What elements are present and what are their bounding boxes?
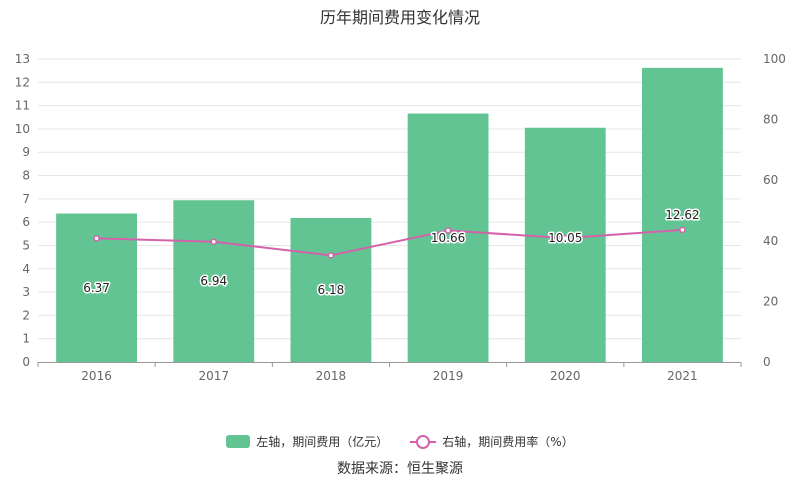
x-tick-label: 2017 bbox=[198, 369, 229, 383]
bar-data-label: 6.18 bbox=[318, 283, 345, 297]
bar bbox=[407, 113, 489, 362]
y-left-tick-label: 6 bbox=[22, 215, 30, 229]
legend-line-label: 右轴，期间费用率（%） bbox=[442, 435, 574, 449]
rate-point bbox=[444, 227, 452, 234]
y-right-tick-label: 0 bbox=[763, 355, 771, 369]
bar bbox=[641, 67, 723, 362]
y-right-tick-label: 100 bbox=[763, 52, 786, 66]
legend-bar-label: 左轴，期间费用（亿元） bbox=[256, 435, 389, 449]
rate-point bbox=[562, 234, 569, 242]
rate-point bbox=[327, 252, 335, 259]
x-tick-label: 2019 bbox=[433, 369, 464, 383]
y-left-tick-label: 3 bbox=[22, 285, 30, 299]
y-left-tick-label: 12 bbox=[15, 75, 30, 89]
bar bbox=[524, 127, 606, 362]
x-tick-label: 2018 bbox=[316, 369, 347, 383]
y-right-tick-label: 80 bbox=[763, 113, 778, 127]
legend-bar-swatch bbox=[226, 435, 251, 448]
chart-legend: 左轴，期间费用（亿元） 右轴，期间费用率（%） bbox=[0, 433, 800, 450]
bar-data-label: 6.37 bbox=[83, 281, 110, 295]
y-left-tick-label: 4 bbox=[22, 262, 30, 276]
y-left-tick-label: 1 bbox=[22, 332, 30, 346]
y-left-tick-label: 13 bbox=[15, 52, 30, 66]
y-right-tick-label: 20 bbox=[763, 294, 778, 308]
bar-data-label: 10.05 bbox=[548, 231, 582, 245]
y-left-tick-label: 11 bbox=[15, 99, 30, 113]
x-tick-label: 2016 bbox=[81, 369, 112, 383]
y-left-tick-label: 8 bbox=[22, 169, 30, 183]
data-source-note: 数据来源：恒生聚源 bbox=[337, 461, 463, 477]
x-tick-label: 2021 bbox=[667, 369, 698, 383]
legend-item-line[interactable]: 右轴，期间费用率（%） bbox=[410, 433, 574, 450]
bar-data-label: 6.94 bbox=[200, 274, 227, 288]
rate-line bbox=[96, 228, 683, 257]
y-right-tick-label: 60 bbox=[763, 173, 778, 187]
bar bbox=[290, 217, 372, 362]
rate-point bbox=[210, 238, 217, 245]
y-left-tick-label: 9 bbox=[22, 145, 30, 159]
y-left-tick-label: 5 bbox=[22, 238, 30, 252]
y-left-tick-label: 2 bbox=[22, 308, 30, 322]
legend-item-bar[interactable]: 左轴，期间费用（亿元） bbox=[226, 433, 388, 450]
rate-point bbox=[93, 235, 100, 242]
y-right-tick-label: 40 bbox=[763, 234, 778, 248]
y-left-tick-label: 7 bbox=[22, 192, 30, 206]
bar-data-label: 10.66 bbox=[431, 231, 465, 245]
legend-line-swatch bbox=[410, 434, 437, 449]
y-left-tick-label: 10 bbox=[15, 122, 30, 136]
y-left-tick-label: 0 bbox=[22, 355, 30, 369]
bar-data-label: 12.62 bbox=[665, 208, 699, 222]
chart-title: 历年期间费用变化情况 bbox=[319, 8, 480, 27]
rate-point bbox=[679, 226, 686, 234]
x-tick-label: 2020 bbox=[550, 369, 581, 383]
bar bbox=[173, 200, 255, 362]
